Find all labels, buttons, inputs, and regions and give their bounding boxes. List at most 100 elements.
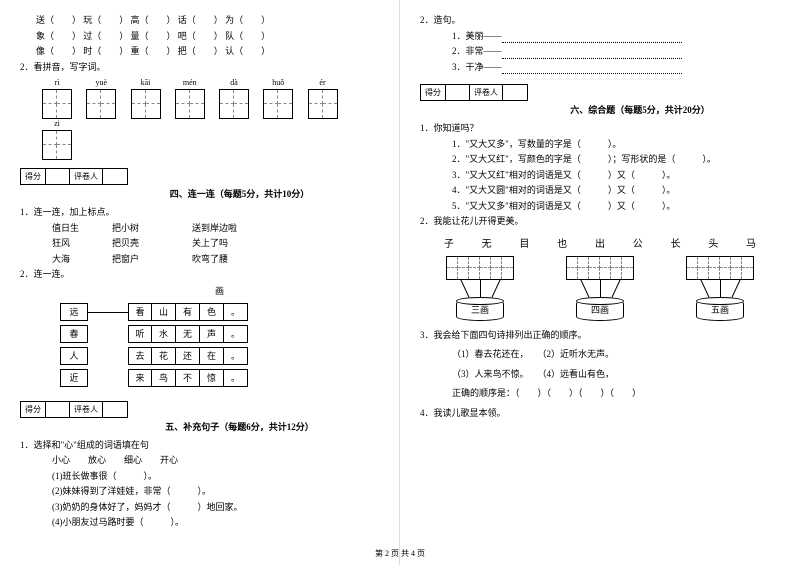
- score-lbl: 得分: [21, 169, 46, 184]
- c4: 出: [595, 235, 605, 250]
- q1-r3-c4: 把（ ）: [178, 46, 223, 56]
- c6: 长: [670, 235, 680, 250]
- m-r-3-4: 。: [224, 369, 248, 387]
- py-5: dà: [217, 78, 251, 87]
- py-4: mén: [173, 78, 207, 87]
- m-l-3: 近: [60, 369, 88, 387]
- q5-1-i2: (3)奶奶的身体好了，妈妈才（ ）地回家。: [52, 501, 379, 515]
- q6-3-i1: （3）人来鸟不惊。 （4）远看山有色，: [452, 368, 780, 382]
- q6-1-i0: 1．"又大又多"，写数量的字是（ ）。: [452, 138, 780, 152]
- q41-r2-c3: 关上了吗: [192, 238, 228, 248]
- py-6: huǒ: [261, 78, 295, 87]
- score-box-4: 得分 评卷人: [20, 168, 128, 185]
- right-page: 2．造句。 1．美丽—— 2．非常—— 3．干净—— 得分 评卷人 六、综合题（…: [400, 0, 800, 565]
- section6-title: 六、综合题（每题5分，共计20分）: [420, 103, 780, 116]
- q5-1-i0: (1)班长做事很（ ）。: [52, 470, 379, 484]
- c8: 马: [746, 235, 756, 250]
- q1-r2-c5: 队（ ）: [225, 31, 270, 41]
- py-8: zi: [40, 119, 74, 128]
- q6-3-ans: 正确的顺序是：（ ）（ ）（ ）（ ）: [452, 387, 780, 401]
- c2: 目: [519, 235, 529, 250]
- m-r-2-4: 。: [224, 347, 248, 365]
- q6-4-label: 4．我读儿歌显本领。: [420, 407, 780, 421]
- m-r-3-0: 来: [128, 369, 152, 387]
- r-q2-i2: 3．干净——: [452, 62, 502, 72]
- q1-r2-c3: 量（ ）: [131, 31, 176, 41]
- q41-r1-c3: 送到岸边啦: [192, 223, 237, 233]
- m-r-0-1: 山: [152, 303, 176, 321]
- q4-2-label: 2．连一连。: [20, 268, 379, 282]
- q1-r2-c2: 过（ ）: [83, 31, 128, 41]
- m-r-0-4: 。: [224, 303, 248, 321]
- bin-2: 五画: [711, 303, 729, 316]
- score-lbl2: 得分: [21, 402, 46, 417]
- m-r-1-0: 听: [128, 325, 152, 343]
- left-page: 送（ ） 玩（ ） 高（ ） 话（ ） 为（ ） 象（ ） 过（ ） 量（ ） …: [0, 0, 400, 565]
- page-footer: 第 2 页 共 4 页: [0, 548, 800, 559]
- m-r-0-2: 有: [176, 303, 200, 321]
- q6-1-i1: 2．"又大又红"，写颜色的字是（ ）；写形状的是（ ）。: [452, 153, 780, 167]
- c3: 也: [557, 235, 567, 250]
- score-lbl3: 得分: [421, 85, 446, 100]
- m-l-0: 远: [60, 303, 88, 321]
- q1-r3-c3: 重（ ）: [131, 46, 176, 56]
- q6-3-label: 3．我会给下面四句诗排列出正确的顺序。: [420, 329, 780, 343]
- q6-1-i2: 3．"又大又红"相对的词语是又（ ）又（ ）。: [452, 169, 780, 183]
- q5-1-label: 1．选择和"心"组成的词语填在句: [20, 439, 379, 453]
- q41-r1-c2: 把小树: [112, 222, 192, 236]
- pinyin-row: rì yuè kāi mén dà huǒ ér zi: [20, 78, 379, 160]
- m-r-3-2: 不: [176, 369, 200, 387]
- q4-2-header: 画: [60, 284, 379, 297]
- r-q2-i0: 1．美丽——: [452, 31, 502, 41]
- sort-bins: 三画 四画 五画: [420, 256, 780, 321]
- q1-r3-c1: 像（ ）: [36, 46, 81, 56]
- q1-r3-c2: 时（ ）: [83, 46, 128, 56]
- grader-lbl2: 评卷人: [70, 402, 103, 417]
- q1-r1-c1: 送（ ）: [36, 15, 81, 25]
- m-l-2: 人: [60, 347, 88, 365]
- match-table: 远 看 山 有 色 。 春 听 水 无 声 。 人: [60, 303, 379, 387]
- q4-1-label: 1．连一连，加上标点。: [20, 206, 379, 220]
- section5-title: 五、补充句子（每题6分，共计12分）: [20, 420, 379, 433]
- m-r-2-0: 去: [128, 347, 152, 365]
- grader-lbl: 评卷人: [70, 169, 103, 184]
- q5-1-opts: 小心 放心 细心 开心: [20, 454, 379, 468]
- q1-block: 送（ ） 玩（ ） 高（ ） 话（ ） 为（ ） 象（ ） 过（ ） 量（ ） …: [20, 14, 379, 59]
- m-r-1-1: 水: [152, 325, 176, 343]
- q1-r3-c5: 认（ ）: [225, 46, 270, 56]
- bin-0: 三画: [471, 303, 489, 316]
- q1-r1-c2: 玩（ ）: [83, 15, 128, 25]
- m-r-2-1: 花: [152, 347, 176, 365]
- m-r-2-3: 在: [200, 347, 224, 365]
- q1-r2-c4: 吧（ ）: [178, 31, 223, 41]
- m-r-1-3: 声: [200, 325, 224, 343]
- q6-1-i3: 4．"又大又圆"相对的词语是又（ ）又（ ）。: [452, 184, 780, 198]
- bin-1: 四画: [591, 303, 609, 316]
- q6-1-label: 1．你知道吗？: [420, 122, 780, 136]
- m-r-1-2: 无: [176, 325, 200, 343]
- score-box-6: 得分 评卷人: [420, 84, 528, 101]
- q41-r3-c1: 大海: [52, 253, 112, 267]
- m-r-3-1: 鸟: [152, 369, 176, 387]
- q1-r1-c4: 话（ ）: [178, 15, 223, 25]
- q1-r1-c3: 高（ ）: [131, 15, 176, 25]
- c7: 头: [708, 235, 718, 250]
- q5-1-i3: (4)小朋友过马路时要（ ）。: [52, 516, 379, 530]
- q1-r1-c5: 为（ ）: [225, 15, 270, 25]
- section4-title: 四、连一连（每题5分，共计10分）: [20, 187, 379, 200]
- c1: 无: [482, 235, 492, 250]
- q5-1-i1: (2)妹妹得到了洋娃娃，非常（ ）。: [52, 485, 379, 499]
- m-r-0-0: 看: [128, 303, 152, 321]
- m-r-1-4: 。: [224, 325, 248, 343]
- r-q2-i1: 2．非常——: [452, 46, 502, 56]
- py-3: kāi: [129, 78, 163, 87]
- q41-r3-c2: 把窗户: [112, 253, 192, 267]
- grader-lbl3: 评卷人: [470, 85, 503, 100]
- q6-2-chars: 子 无 目 也 出 公 长 头 马: [430, 235, 770, 250]
- q6-2-label: 2．我能让花儿开得更美。: [420, 215, 780, 229]
- q41-r2-c2: 把贝壳: [112, 237, 192, 251]
- py-7: ér: [306, 78, 340, 87]
- m-r-0-3: 色: [200, 303, 224, 321]
- q2-label: 2．看拼音，写字词。: [20, 61, 379, 75]
- q6-3-i0: （1）春去花还在， （2）近听水无声。: [452, 348, 780, 362]
